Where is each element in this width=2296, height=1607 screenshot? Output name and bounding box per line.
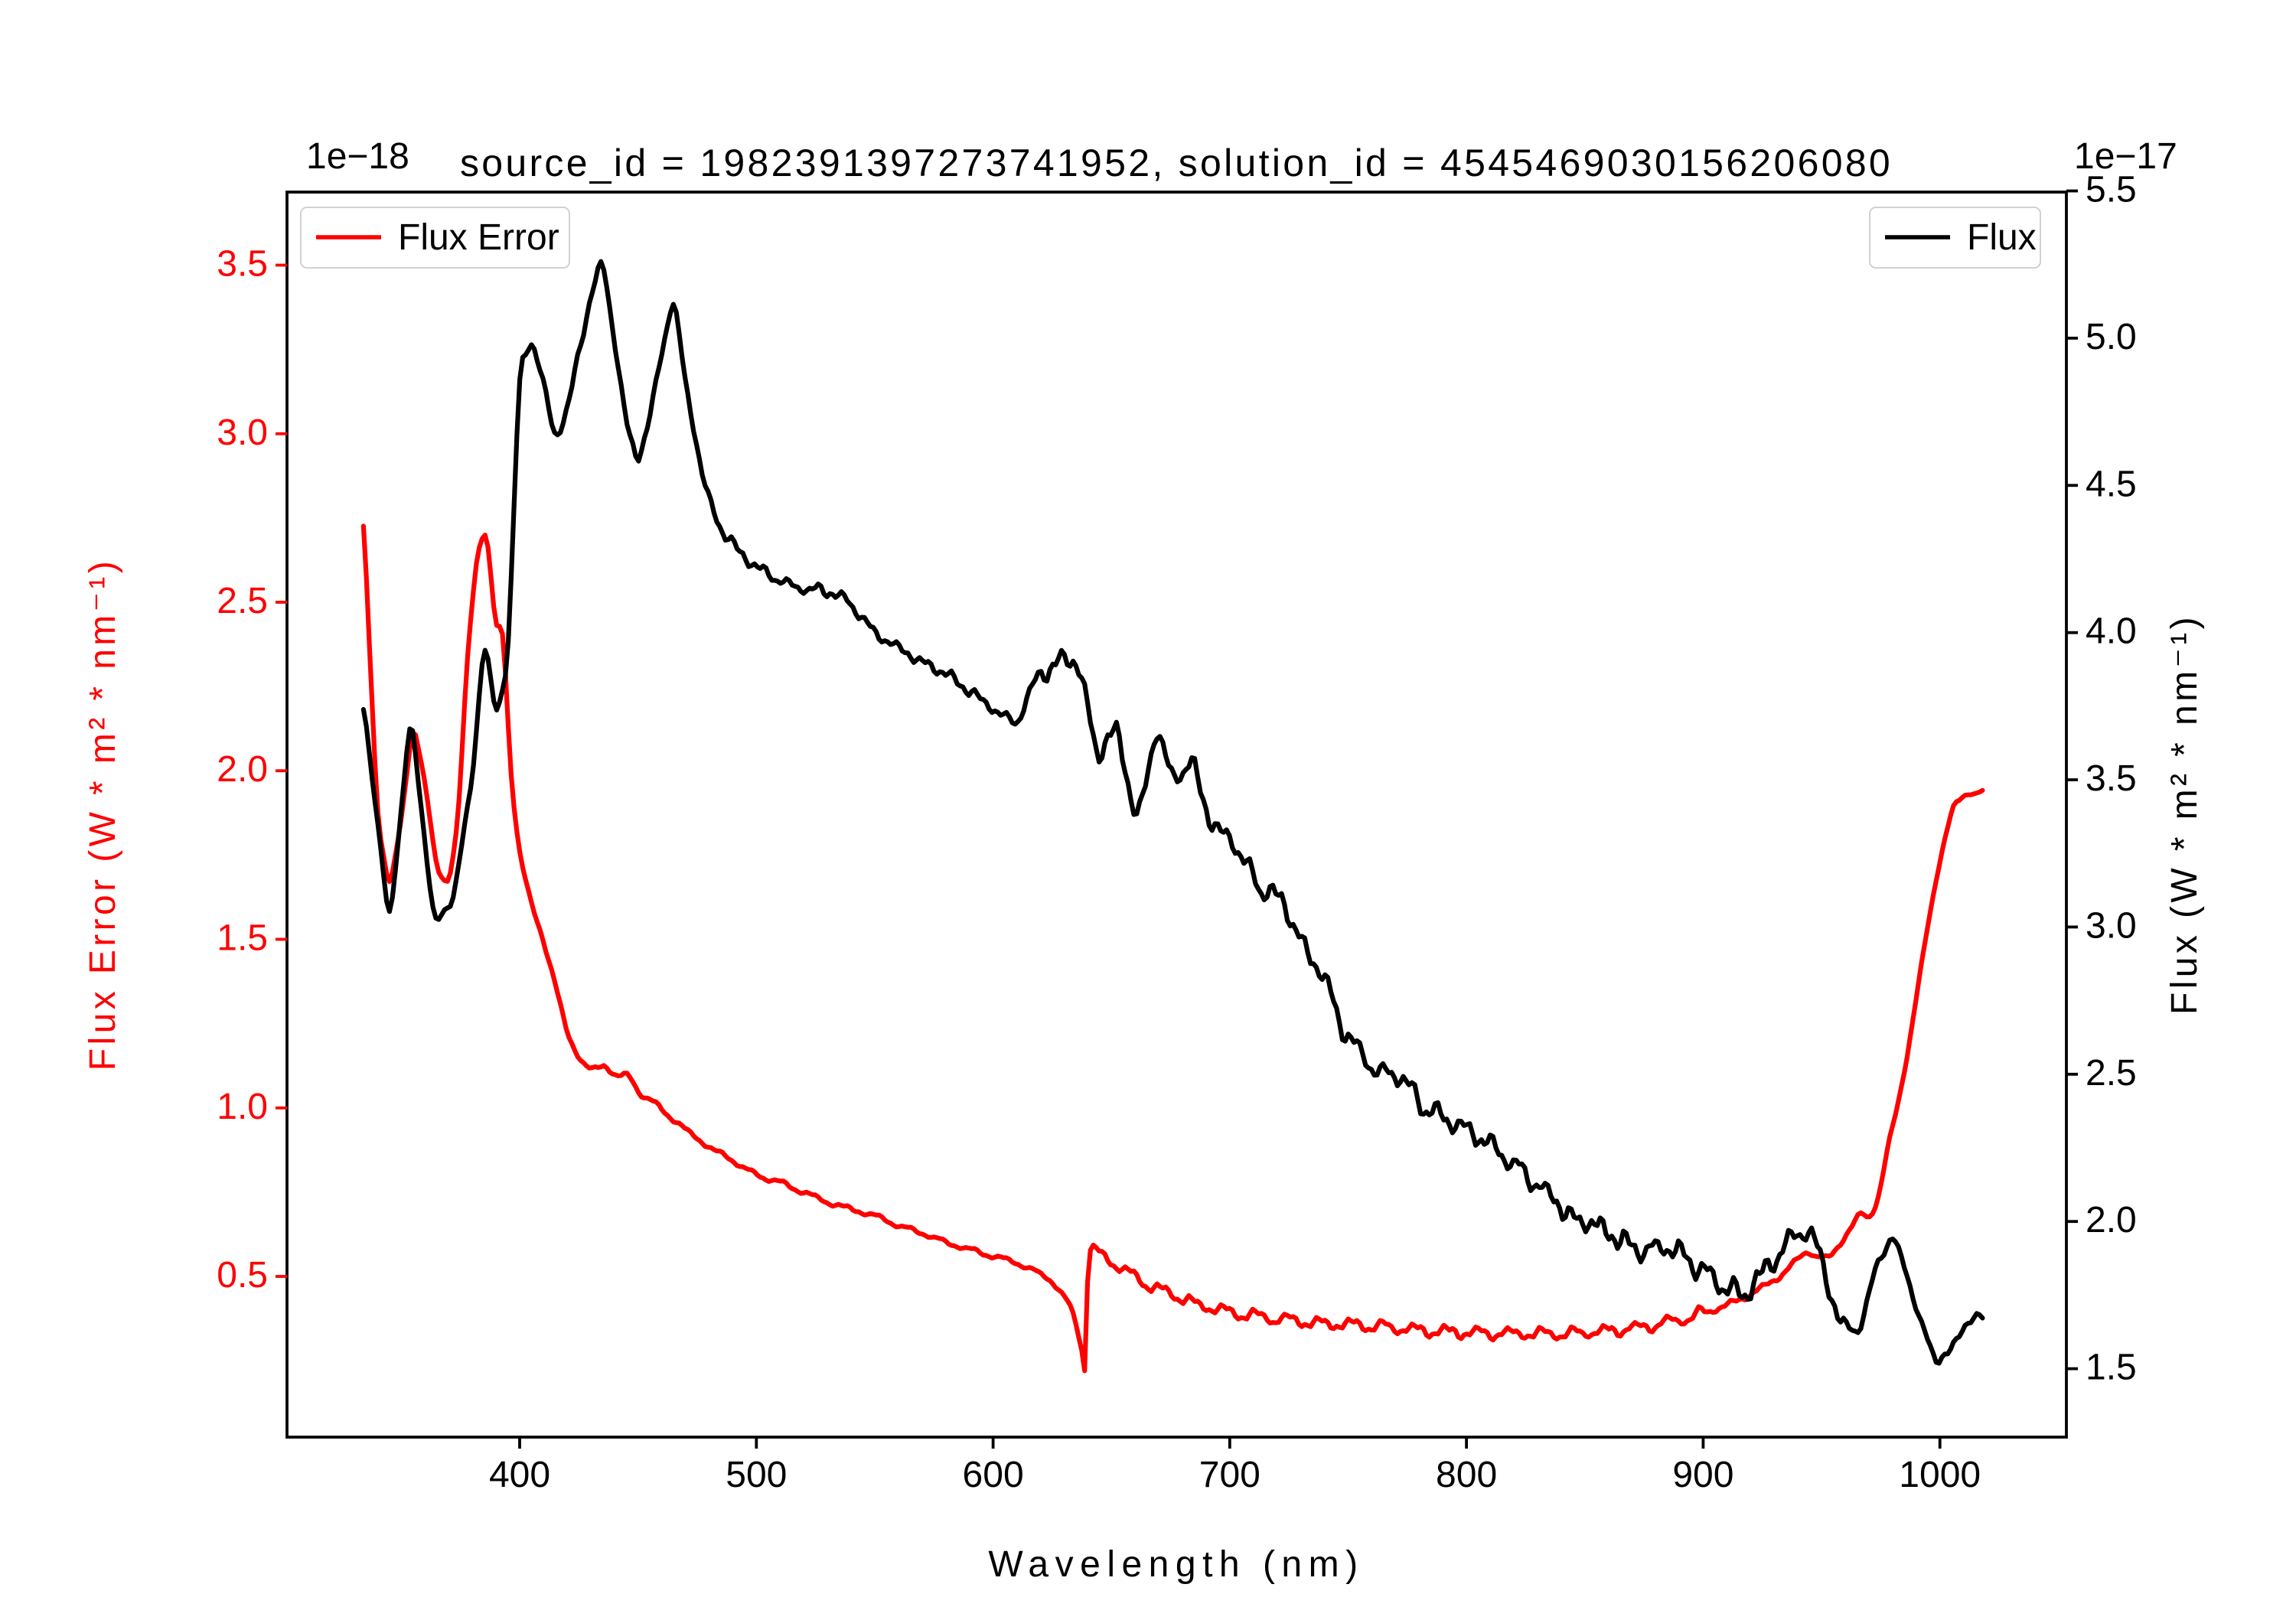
svg-text:Flux (W * m² * nm⁻¹): Flux (W * m² * nm⁻¹) [2164, 614, 2205, 1015]
svg-text:1.5: 1.5 [217, 918, 268, 959]
svg-text:3.5: 3.5 [217, 244, 268, 285]
svg-text:2.5: 2.5 [217, 581, 268, 621]
svg-text:5.5: 5.5 [2086, 170, 2137, 210]
svg-text:Flux Error (W * m² * nm⁻¹): Flux Error (W * m² * nm⁻¹) [83, 558, 123, 1071]
svg-text:0.5: 0.5 [217, 1255, 268, 1296]
svg-text:2.5: 2.5 [2086, 1053, 2137, 1094]
svg-text:700: 700 [1199, 1455, 1261, 1495]
svg-text:1e−18: 1e−18 [306, 136, 409, 177]
svg-text:900: 900 [1672, 1455, 1733, 1495]
svg-text:600: 600 [963, 1455, 1024, 1495]
svg-text:4.0: 4.0 [2086, 611, 2137, 652]
svg-text:1.5: 1.5 [2086, 1348, 2137, 1388]
svg-text:5.0: 5.0 [2086, 317, 2137, 357]
svg-text:3.0: 3.0 [217, 412, 268, 453]
svg-text:800: 800 [1436, 1455, 1497, 1495]
svg-text:3.5: 3.5 [2086, 758, 2137, 799]
svg-text:2.0: 2.0 [217, 749, 268, 790]
svg-text:Flux: Flux [1967, 217, 2037, 258]
svg-text:1000: 1000 [1899, 1455, 1981, 1495]
svg-text:Flux Error: Flux Error [398, 217, 559, 258]
svg-text:400: 400 [489, 1455, 550, 1495]
svg-text:1.0: 1.0 [217, 1087, 268, 1127]
svg-text:source_id = 198239139727374195: source_id = 1982391397273741952, solutio… [460, 142, 1893, 184]
svg-text:500: 500 [726, 1455, 787, 1495]
svg-text:3.0: 3.0 [2086, 905, 2137, 946]
svg-text:2.0: 2.0 [2086, 1200, 2137, 1240]
svg-text:Wavelength (nm): Wavelength (nm) [988, 1544, 1364, 1585]
svg-text:4.5: 4.5 [2086, 464, 2137, 504]
